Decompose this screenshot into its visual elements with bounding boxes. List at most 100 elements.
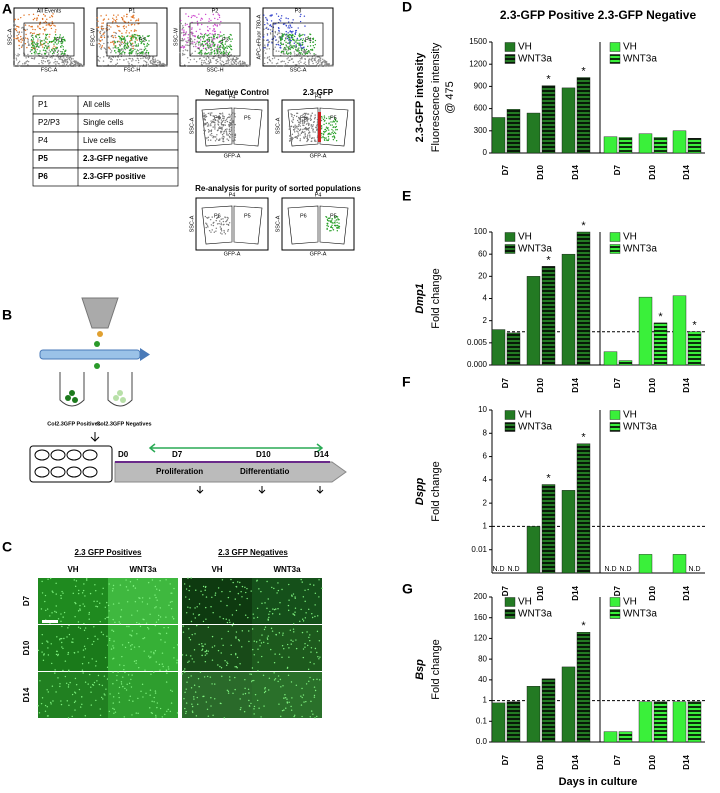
bar: [577, 444, 590, 573]
gate-label: P6: [300, 213, 307, 219]
bar: [492, 330, 505, 365]
bar: [507, 702, 520, 742]
y-tick-label: 60: [478, 249, 487, 258]
y-axis-label: @ 475: [444, 81, 456, 114]
y-tick-label: 0: [483, 148, 488, 157]
gate-label: P4: [305, 37, 312, 43]
legend-label: VH: [518, 410, 532, 421]
bar: [542, 86, 555, 153]
tube-label: Col2.3GFP Negatives: [96, 421, 151, 427]
panel-label: F: [402, 374, 411, 390]
x-tick-label: D10: [536, 377, 545, 392]
bar: [577, 78, 590, 153]
bar: [492, 117, 505, 153]
column-label: WNT3a: [129, 565, 157, 574]
x-tick-label: D10: [536, 754, 545, 769]
column-label: WNT3a: [273, 565, 301, 574]
significance: *: [692, 320, 697, 332]
legend-swatch: [610, 233, 620, 242]
legend-swatch: [505, 598, 515, 607]
plot-title: P4: [229, 192, 236, 198]
legend-swatch: [505, 55, 515, 64]
table-cell: Live cells: [83, 136, 116, 145]
y-axis-label: Fold change: [430, 639, 442, 700]
panel-label: G: [402, 581, 413, 597]
x-tick-label: D10: [648, 164, 657, 179]
bar: [619, 137, 632, 153]
significance: *: [658, 311, 663, 323]
y-tick-label: 1500: [469, 37, 487, 46]
bar: [619, 361, 632, 365]
table-cell: 2.3-GFP positive: [83, 172, 146, 181]
legend-label: WNT3a: [623, 54, 657, 65]
y-tick-label: 0.000: [467, 360, 488, 369]
axis-label: APC-eFluor 780-A: [256, 14, 262, 59]
legend-swatch: [610, 598, 620, 607]
x-axis-label: Days in culture: [559, 776, 638, 788]
legend-label: VH: [518, 597, 532, 608]
y-axis-label: Fold change: [430, 461, 442, 522]
plot-title: P4: [229, 94, 236, 100]
y-axis-label: Fluorescence intensity: [430, 42, 442, 152]
bar: [688, 332, 701, 365]
column-label: VH: [211, 565, 222, 574]
row-label: D14: [22, 687, 31, 702]
table-cell: P5: [38, 154, 48, 163]
chart-title: 2.3-GFP Positive 2.3-GFP Negative: [500, 8, 697, 22]
gate-label: P5: [330, 213, 337, 219]
y-axis-title: Dspp: [414, 477, 426, 505]
plot-heading: Negative Control: [205, 88, 269, 97]
bar: [527, 113, 540, 153]
legend-swatch: [610, 245, 620, 254]
legend-label: WNT3a: [518, 422, 552, 433]
x-tick-label: D7: [501, 377, 510, 388]
axis-label: SSC-A: [189, 215, 195, 232]
day-label: D0: [118, 450, 129, 459]
axis-label: FSC-H: [124, 67, 141, 73]
bar: [604, 732, 617, 742]
axis-label: GFP-A: [310, 251, 327, 257]
table-cell: P1: [38, 100, 48, 109]
significance: *: [581, 620, 586, 632]
bar: [562, 254, 575, 365]
value-label: N.D: [507, 566, 519, 573]
micrograph: [108, 625, 178, 671]
micrograph: [182, 578, 252, 624]
legend-label: VH: [623, 232, 637, 243]
bar: [542, 679, 555, 742]
micrograph: [108, 578, 178, 624]
legend-label: VH: [623, 42, 637, 53]
y-tick-label: 160: [474, 613, 488, 622]
bar: [542, 266, 555, 365]
x-tick-label: D14: [571, 164, 580, 179]
gate-label: P5: [244, 115, 251, 121]
bar: [639, 134, 652, 153]
x-tick-label: D10: [648, 754, 657, 769]
legend-label: WNT3a: [518, 244, 552, 255]
y-tick-label: 10: [478, 405, 487, 414]
y-tick-label: 2: [483, 498, 488, 507]
micrograph: [108, 672, 178, 718]
significance: *: [546, 472, 551, 484]
bar: [492, 703, 505, 742]
bar: [673, 702, 686, 742]
panel-label: E: [402, 188, 411, 204]
legend-swatch: [610, 411, 620, 420]
x-tick-label: D10: [648, 585, 657, 600]
bar: [654, 702, 667, 742]
significance: *: [546, 74, 551, 86]
axis-label: FSC-W: [90, 27, 96, 46]
y-axis-label: Fold change: [430, 268, 442, 329]
gate-label: P5: [244, 213, 251, 219]
y-tick-label: 120: [474, 634, 488, 643]
y-tick-label: 300: [474, 126, 488, 135]
gate-label: P2: [139, 37, 146, 43]
x-tick-label: D10: [648, 377, 657, 392]
day-label: D14: [314, 450, 329, 459]
legend-label: VH: [518, 232, 532, 243]
bar: [673, 554, 686, 573]
x-tick-label: D7: [613, 585, 622, 596]
y-tick-label: 6: [483, 452, 488, 461]
value-label: N.D: [604, 566, 616, 573]
